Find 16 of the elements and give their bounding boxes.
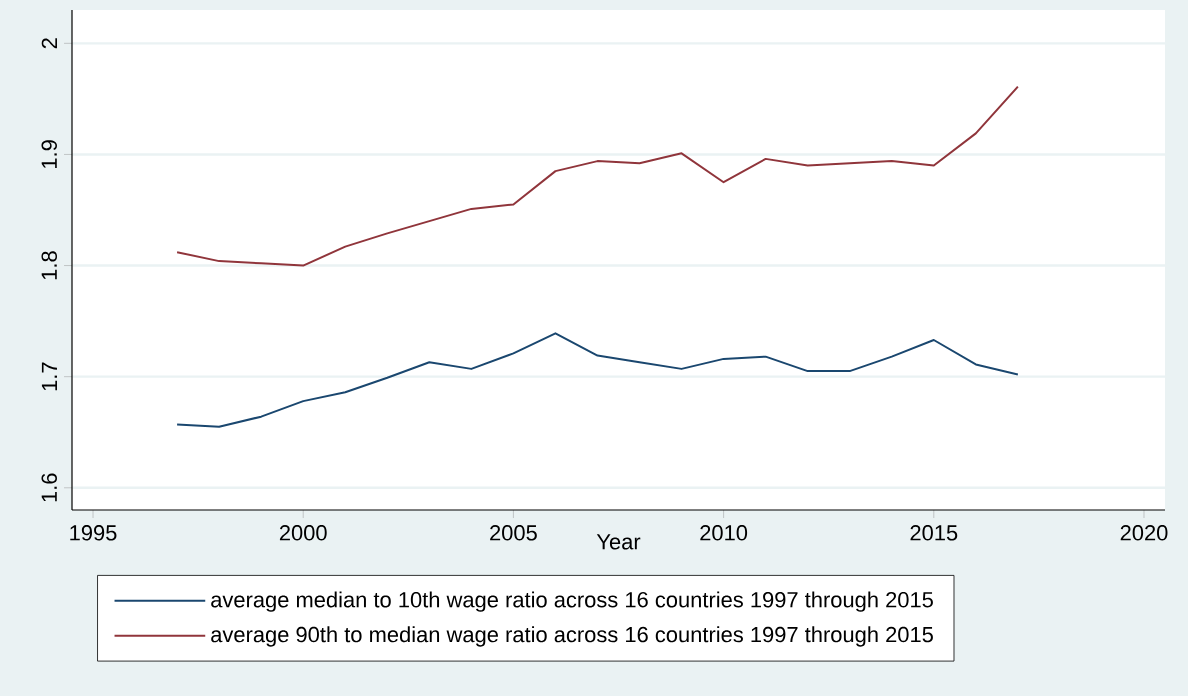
- x-tick-label: 2020: [1120, 525, 1168, 541]
- y-tick-label: 1.8: [41, 251, 57, 280]
- x-tick-label: 2000: [279, 525, 327, 541]
- y-tick-label: 1.7: [41, 362, 57, 391]
- x-tick-label: 2010: [700, 525, 748, 541]
- x-tick-label: 2005: [490, 525, 537, 541]
- x-axis-title: Year: [596, 534, 641, 550]
- line-series: [176, 85, 1019, 267]
- x-tick-label: 1995: [70, 525, 117, 541]
- legend-label: average median to 10th wage ratio across 16 countries 1997 through 2015: [211, 591, 933, 612]
- x-tick-label: 2015: [910, 525, 958, 541]
- line-series: [176, 332, 1019, 428]
- legend-label: average 90th to median wage ratio across 16 countries 1997 through 2015: [211, 626, 933, 647]
- y-tick-label: 1.6: [41, 473, 57, 502]
- y-tick-label: 1.9: [41, 140, 57, 169]
- y-tick-label: 2: [41, 38, 57, 49]
